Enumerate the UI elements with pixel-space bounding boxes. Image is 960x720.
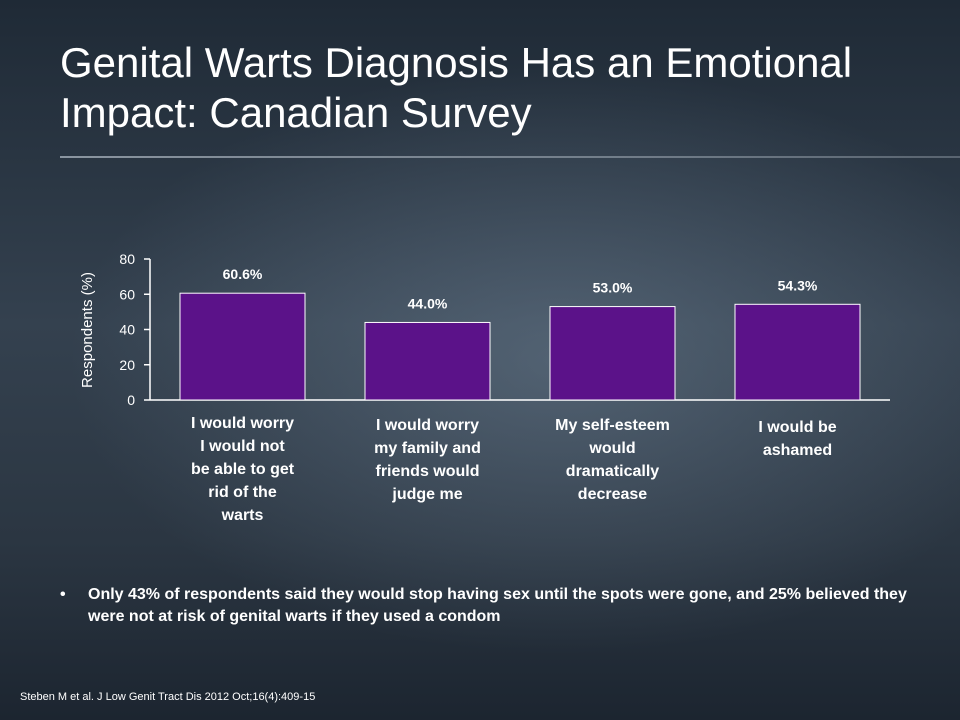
data-label: 53.0% [593, 280, 633, 296]
category-label-line: I would worry [376, 417, 479, 434]
data-label: 54.3% [778, 277, 818, 293]
slide-title: Genital Warts Diagnosis Has an Emotional… [60, 39, 853, 136]
bar [549, 306, 676, 401]
category-label-line: be able to get [191, 461, 295, 478]
category-label-line: friends would [376, 463, 480, 480]
category-label-line: judge me [391, 486, 462, 503]
category-label: I would worry my family and friends would j… [374, 417, 481, 503]
category-label-line: I would be [758, 419, 836, 436]
bar [734, 303, 861, 401]
citation-footnote: Steben M et al. J Low Genit Tract Dis 20… [20, 691, 316, 703]
bar [179, 292, 306, 401]
category-label-line: would [588, 440, 635, 457]
y-axis-title: Respondents (%) [79, 272, 96, 388]
category-label: I would be ashamed [758, 419, 836, 459]
y-tick-label: 40 [119, 322, 135, 338]
category-label-line: rid of the [208, 484, 277, 501]
category-label-line: ashamed [763, 442, 832, 459]
category-label-line: dramatically [566, 463, 659, 480]
category-label-line: warts [221, 507, 264, 524]
y-tick-label: 60 [119, 286, 135, 302]
category-label-line: decrease [578, 486, 647, 503]
category-label: I would worry I would not be able to get ri… [191, 415, 295, 524]
bar [364, 321, 491, 401]
category-label-line: I would worry [191, 415, 294, 432]
y-tick-label: 0 [127, 392, 135, 408]
category-label-line: My self-esteem [555, 417, 670, 434]
data-label: 60.6% [223, 266, 263, 282]
category-label-line: I would not [200, 438, 285, 455]
category-label: My self-esteem would dramatically decrease [555, 417, 670, 503]
y-tick-label: 20 [119, 357, 135, 373]
y-tick-label: 80 [119, 251, 135, 267]
category-label-line: my family and [374, 440, 481, 457]
bullet-marker: • [60, 586, 66, 603]
data-label: 44.0% [408, 295, 448, 311]
bar-chart: 0 20 40 60 80 Respondents (%) 60.6% I would wor… [79, 251, 861, 524]
bullet-text: Only 43% of respondents said they would … [88, 586, 907, 625]
title-divider [60, 156, 960, 158]
